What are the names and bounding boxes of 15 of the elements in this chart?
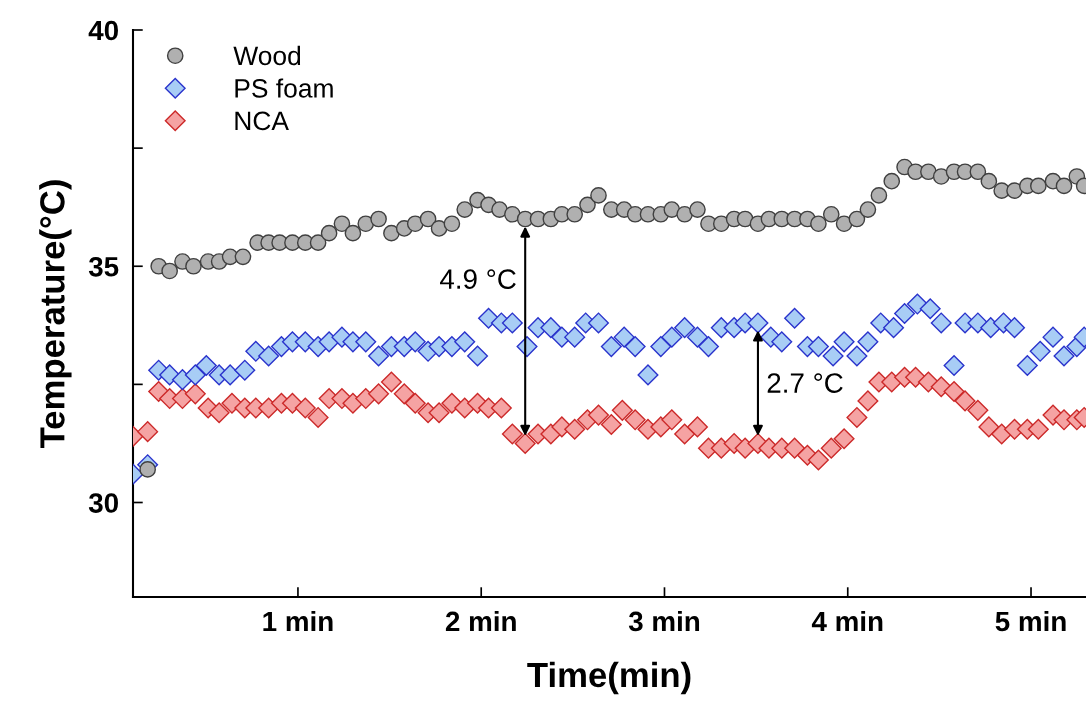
x-axis-title: Time(min) [527,661,691,695]
legend-label: NCA [235,111,289,131]
annotation: 4.9 °C [440,269,516,289]
y-tick-label: 35 [88,256,119,277]
x-tick-label: 1 min [263,610,333,632]
x-tick-label: 4 min [811,610,883,632]
legend-label: PS foam [235,78,333,98]
annotation: 2.7 °C [767,373,843,393]
y-tick-label: 30 [88,493,118,513]
x-tick-label: 2 min [445,610,516,632]
x-tick-label: 5 min [995,610,1066,632]
y-axis-title: Temperature(°C) [39,180,72,449]
y-tick-label: 40 [88,20,118,41]
x-tick-label: 3 min [628,610,700,632]
legend-label: Wood [233,45,301,66]
